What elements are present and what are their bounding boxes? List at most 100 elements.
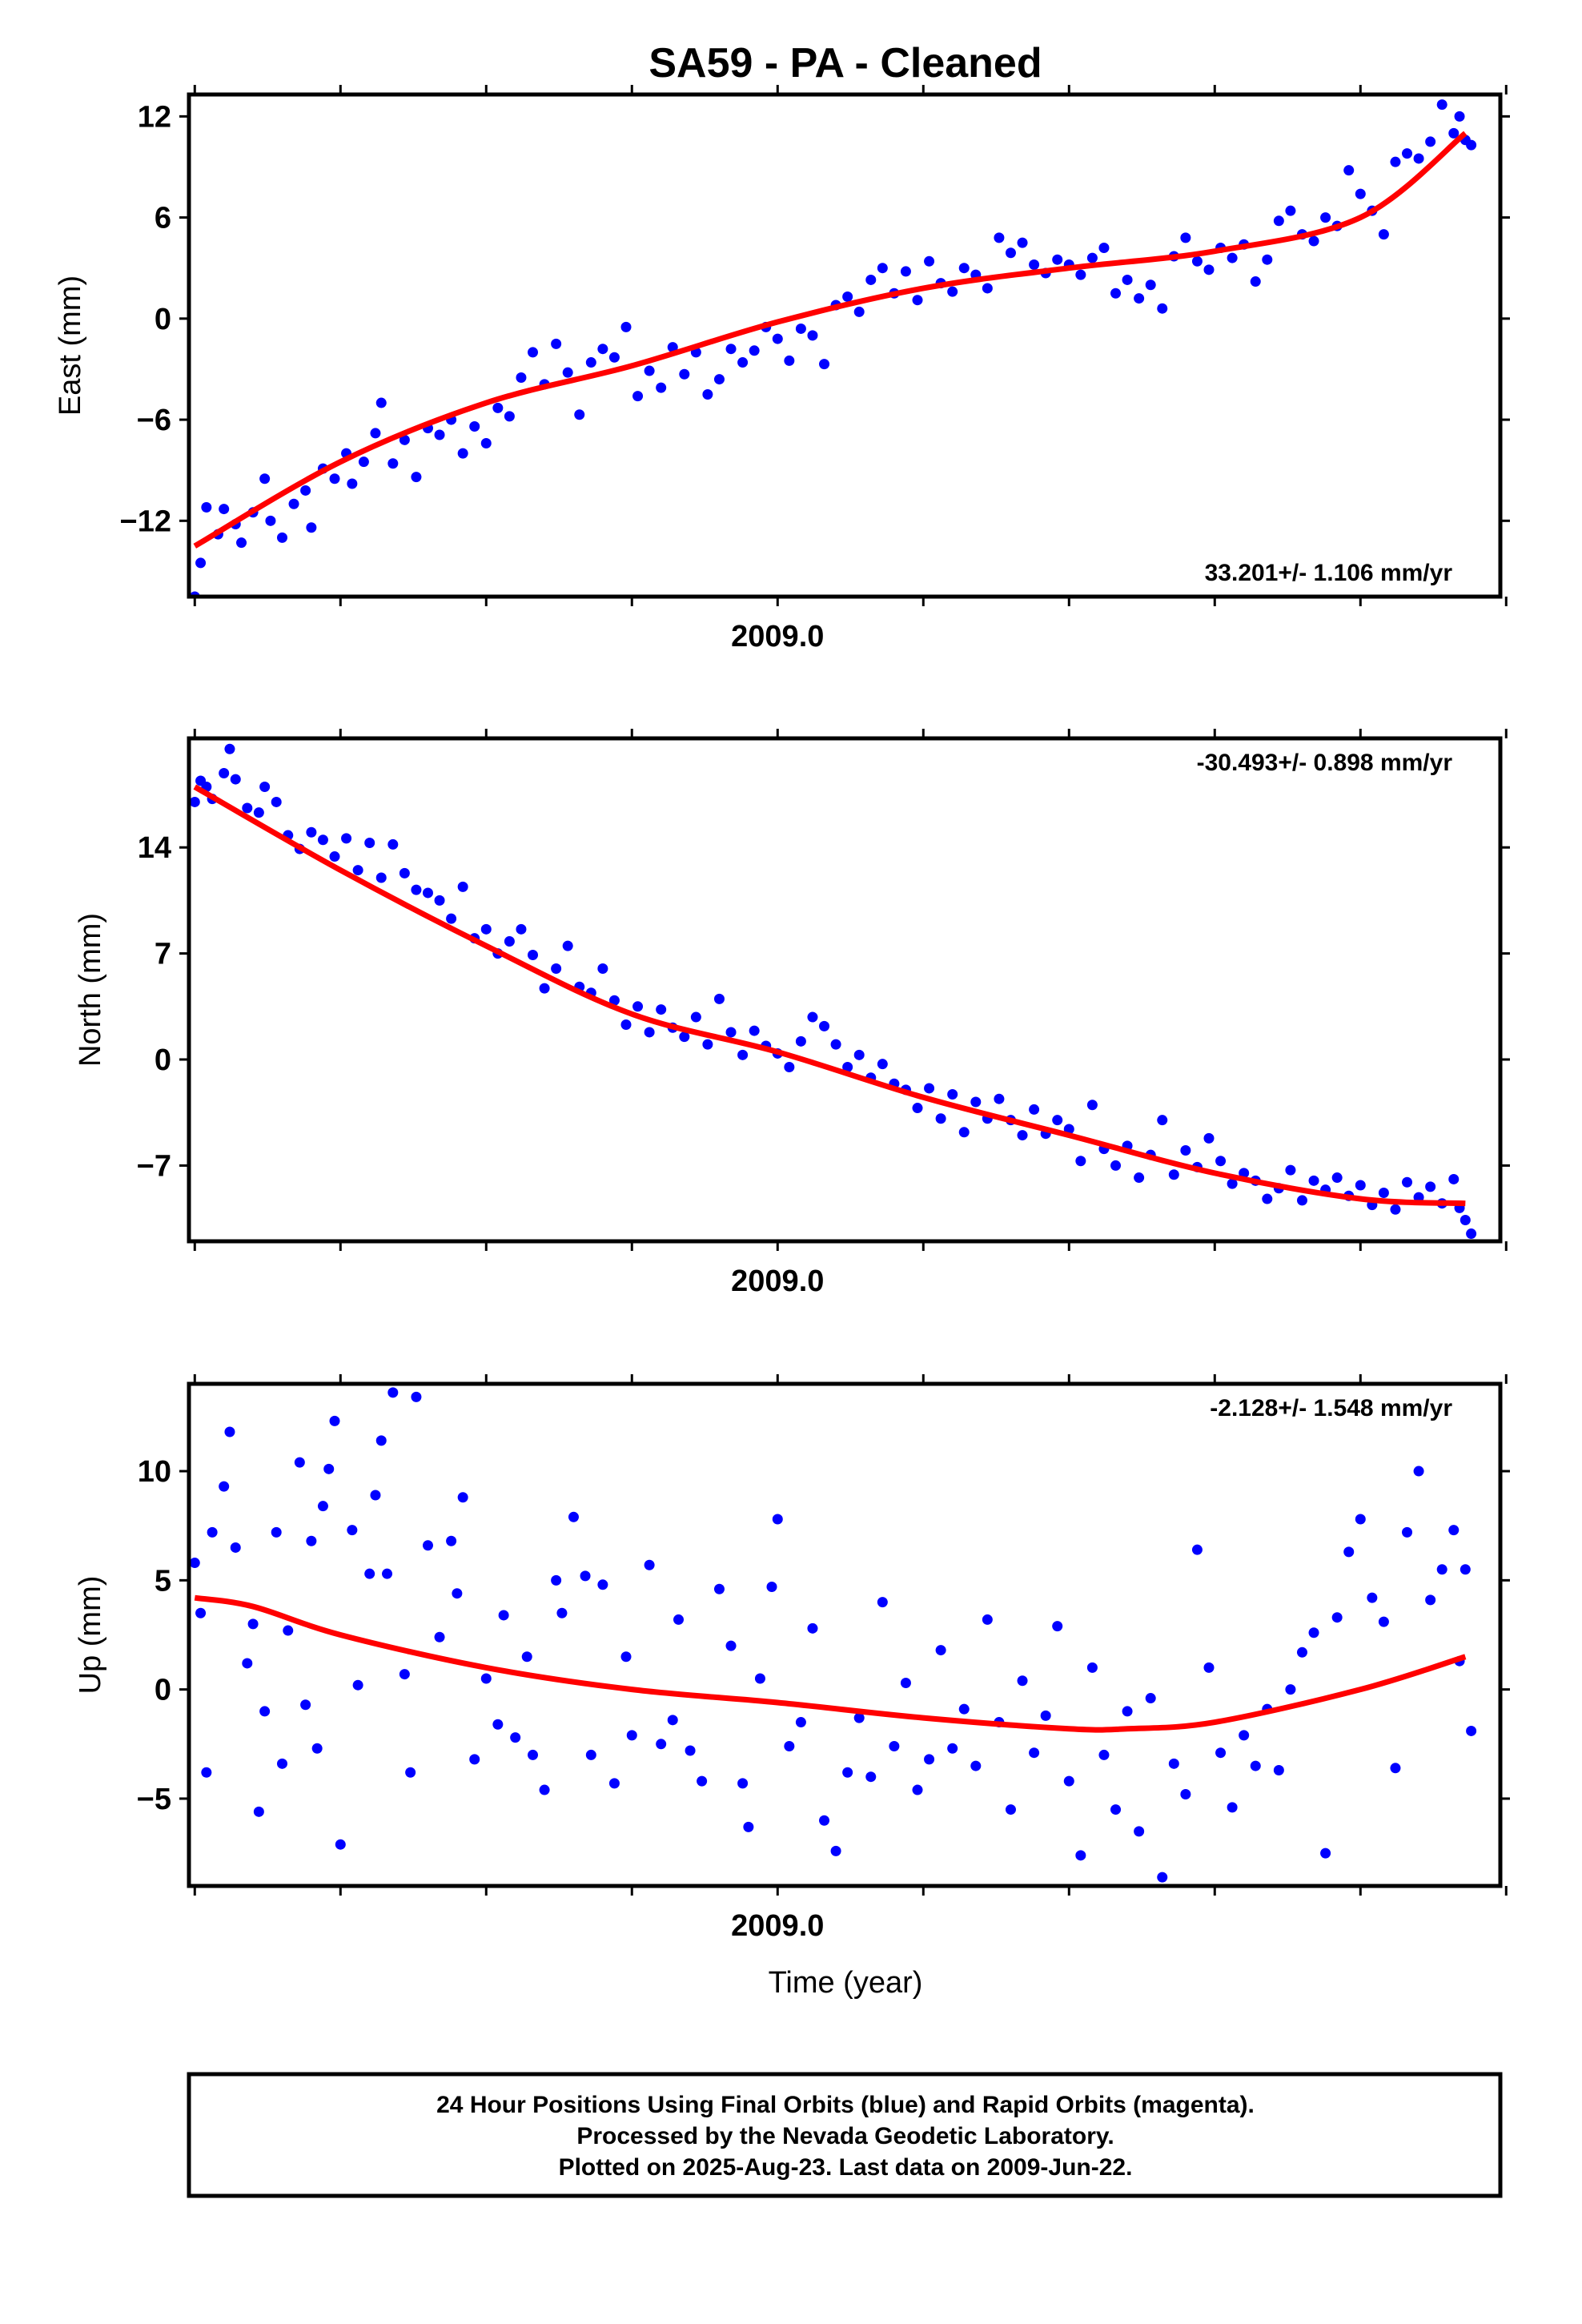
x-tick-label: 2009.0 — [731, 620, 824, 653]
data-point — [1390, 156, 1401, 167]
data-point — [1378, 1616, 1389, 1627]
data-point — [853, 1049, 865, 1060]
data-point — [1250, 276, 1261, 287]
data-point — [632, 391, 644, 402]
data-point — [311, 1743, 323, 1754]
data-point — [713, 1583, 725, 1594]
data-point — [317, 1501, 328, 1512]
data-point — [1052, 1115, 1063, 1126]
data-point — [853, 306, 865, 317]
data-point — [306, 522, 317, 533]
data-point — [743, 1821, 754, 1832]
data-point — [620, 1019, 632, 1031]
data-point — [1203, 264, 1215, 275]
data-point — [1040, 1710, 1051, 1721]
data-point — [1145, 1693, 1156, 1704]
data-point — [725, 1640, 737, 1651]
data-point — [1273, 215, 1284, 227]
data-point — [1308, 235, 1319, 247]
data-point — [982, 283, 993, 294]
data-point — [1285, 205, 1296, 216]
data-point — [387, 1387, 399, 1398]
data-point — [259, 782, 271, 793]
data-point — [1460, 1215, 1471, 1226]
data-point — [219, 768, 230, 779]
data-point — [411, 1391, 422, 1402]
data-point — [399, 1669, 410, 1680]
data-point — [364, 838, 375, 849]
data-point — [335, 1839, 346, 1850]
data-point — [422, 887, 433, 899]
data-point — [434, 895, 445, 906]
data-point — [1168, 1169, 1179, 1180]
data-point — [673, 1614, 685, 1625]
data-point — [219, 504, 230, 515]
data-point — [1180, 232, 1191, 243]
data-point — [480, 438, 492, 449]
data-point — [352, 865, 363, 876]
data-point — [352, 1679, 363, 1691]
panel-north: 14 7 0 −7 2009.0 North (mm) -30.493+/- 0.898 m… — [74, 729, 1510, 1298]
data-point — [1157, 1115, 1168, 1126]
data-point — [912, 1784, 923, 1795]
data-point — [294, 1457, 305, 1468]
data-point — [737, 1778, 749, 1789]
rate-annotation: 33.201+/- 1.106 mm/yr — [1205, 560, 1453, 586]
data-point — [288, 498, 299, 509]
y-tick-label: −12 — [120, 505, 171, 538]
data-point — [766, 1582, 777, 1593]
data-point — [900, 1677, 911, 1688]
data-point — [1331, 1172, 1343, 1184]
data-point — [399, 434, 410, 445]
data-point — [1180, 1145, 1191, 1156]
data-point — [994, 1093, 1005, 1104]
data-point — [242, 802, 253, 814]
data-point — [387, 838, 399, 850]
data-point — [329, 851, 340, 862]
data-point — [819, 359, 830, 370]
fit-curve — [193, 784, 1466, 1207]
data-point — [900, 266, 911, 277]
plot-frame — [187, 736, 1503, 1244]
data-point — [772, 333, 783, 344]
data-point — [970, 1096, 982, 1108]
data-point — [1005, 1804, 1016, 1815]
data-point — [446, 913, 457, 924]
data-point — [405, 1767, 416, 1778]
data-point — [306, 826, 317, 838]
data-point — [1122, 1706, 1133, 1717]
data-point — [912, 295, 923, 306]
data-point — [236, 537, 247, 549]
data-point — [504, 935, 515, 947]
fit-curve — [194, 1594, 1467, 1733]
data-point — [958, 263, 970, 274]
data-point — [276, 532, 287, 543]
data-point — [1308, 1175, 1319, 1186]
data-point — [877, 263, 888, 274]
data-point — [259, 473, 271, 485]
data-point — [195, 557, 207, 569]
data-point — [1134, 293, 1145, 304]
data-point — [947, 1089, 958, 1100]
data-point — [1355, 1180, 1366, 1191]
data-point — [667, 342, 678, 353]
data-point — [510, 1732, 521, 1743]
data-point — [516, 923, 527, 935]
data-point — [1017, 1130, 1028, 1141]
data-point — [1296, 1647, 1307, 1658]
x-tick-label: 2009.0 — [731, 1909, 824, 1943]
data-point — [935, 1113, 946, 1124]
data-point — [1466, 1725, 1477, 1736]
data-point — [247, 1618, 259, 1630]
y-tick-label: −7 — [137, 1149, 171, 1183]
data-point — [772, 1514, 783, 1525]
data-point — [608, 1778, 620, 1789]
data-point — [347, 1525, 358, 1536]
data-point — [679, 1031, 690, 1043]
data-point — [1320, 212, 1331, 223]
data-point — [1215, 1747, 1227, 1759]
data-point — [492, 402, 504, 413]
data-point — [375, 1435, 387, 1446]
data-point — [924, 255, 935, 267]
data-point — [230, 1542, 241, 1553]
